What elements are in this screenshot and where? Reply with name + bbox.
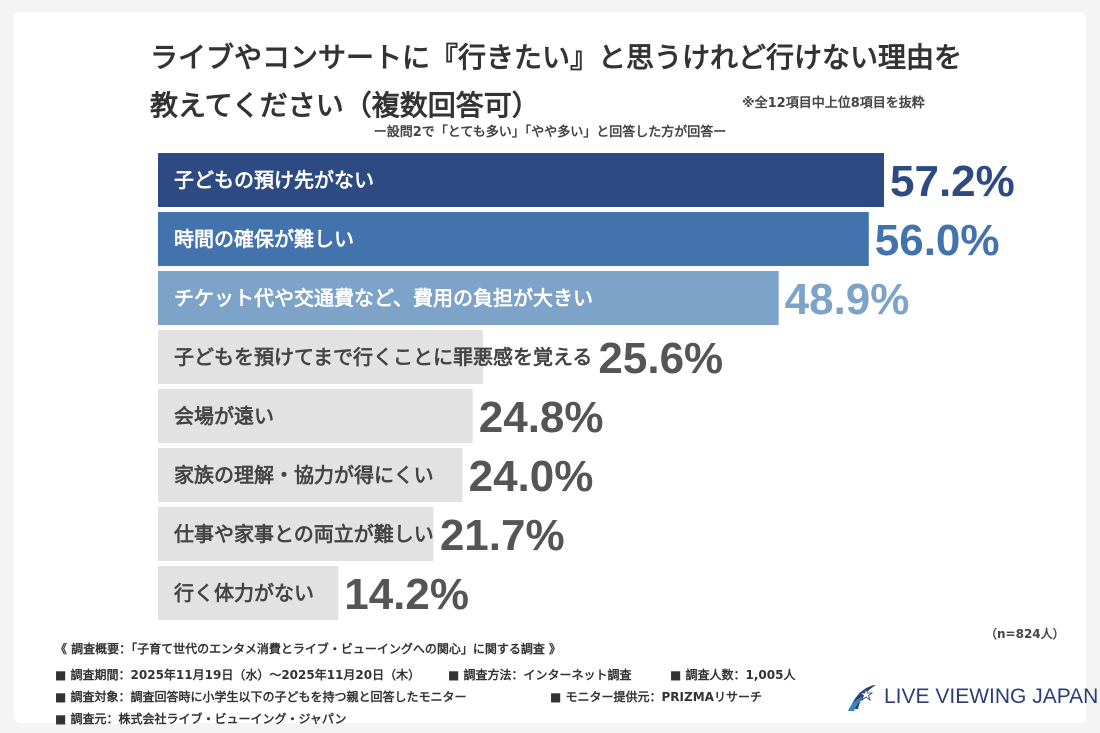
chart-subtitle: ー設問2で「とても多い」「やや多い」と回答した方が回答ー <box>373 125 727 140</box>
title-line-1: ライブやコンサートに『行きたい』と思うけれど行けない理由を <box>150 41 963 74</box>
bar-label-6: 家族の理解・協力が得にくい <box>174 463 434 487</box>
survey-overview: 《 調査概要：「子育て世代のエンタメ消費とライブ・ビューイングへの関心」に関する… <box>55 642 561 656</box>
live-viewing-japan-logo-icon <box>848 685 876 711</box>
bar-label-3: チケット代や交通費など、費用の負担が大きい <box>174 286 593 310</box>
bar-4 <box>158 330 483 384</box>
value-label-4: 25.6% <box>598 334 723 383</box>
survey-period: ■ 調査期間：2025年11月19日（水）～2025年11月20日（木） <box>55 668 421 682</box>
bar-3 <box>158 271 779 325</box>
survey-target: ■ 調査対象：調査回答時に小学生以下の子どもを持つ親と回答したモニター <box>55 690 467 704</box>
bar-2 <box>158 212 869 266</box>
title-line-2: 教えてください（複数回答可） <box>150 89 540 122</box>
value-label-6: 24.0% <box>469 452 594 501</box>
value-label-7: 21.7% <box>440 511 565 560</box>
bar-label-5: 会場が遠い <box>174 404 274 428</box>
bar-8 <box>158 566 339 620</box>
bar-label-4: 子どもを預けてまで行くことに罪悪感を覚える <box>174 345 592 369</box>
bar-label-8: 行く体力がない <box>173 581 314 605</box>
brand-logo: LIVE VIEWING JAPAN <box>846 681 1098 713</box>
survey-people: ■ 調査人数：1,005人 <box>670 668 796 682</box>
survey-organizer: ■ 調査元：株式会社ライブ・ビューイング・ジャパン <box>55 712 347 726</box>
chart-title: ライブやコンサートに『行きたい』と思うけれど行けない理由を 教えてください（複数… <box>150 34 970 130</box>
bar-5 <box>158 389 473 443</box>
value-label-3: 48.9% <box>785 275 910 324</box>
bar-label-2: 時間の確保が難しい <box>174 227 354 251</box>
survey-method: ■ 調査方法：インターネット調査 <box>448 668 632 682</box>
value-label-8: 14.2% <box>344 570 469 619</box>
bar-chart: 子どもの預け先がない 57.2% 時間の確保が難しい 56.0% チケット代や交通費など… <box>158 153 1015 620</box>
value-label-1: 57.2% <box>890 157 1015 206</box>
value-label-5: 24.8% <box>479 393 604 442</box>
bar-7 <box>158 507 434 561</box>
survey-provider: ■ モニター提供元：PRIZMAリサーチ <box>550 690 762 704</box>
bar-label-1: 子どもの預け先がない <box>174 168 374 192</box>
sample-size-label: （n=824人） <box>985 627 1065 641</box>
value-label-2: 56.0% <box>875 216 1000 265</box>
bar-label-7: 仕事や家事との両立が難しい <box>173 522 434 546</box>
bar-6 <box>158 448 463 502</box>
bar-1 <box>158 153 884 207</box>
excerpt-note: ※全12項目中上位8項目を抜粋 <box>742 96 925 111</box>
logo-text: LIVE VIEWING JAPAN <box>884 685 1099 708</box>
